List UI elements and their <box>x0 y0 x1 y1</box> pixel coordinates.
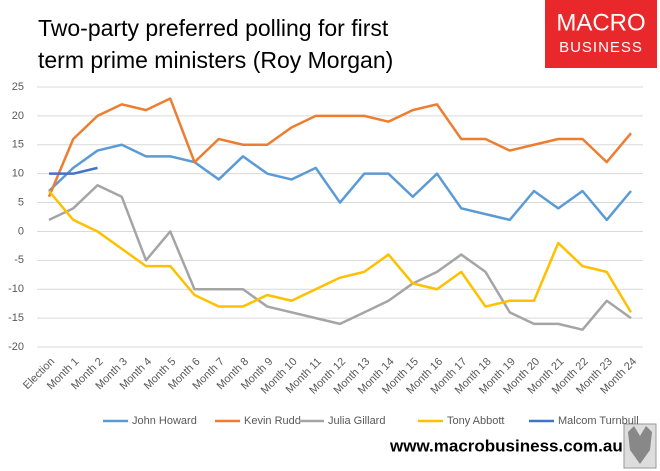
y-tick-label: 5 <box>18 196 24 208</box>
y-tick-label: 0 <box>18 225 24 237</box>
legend-label: John Howard <box>132 415 197 427</box>
series-line <box>47 97 632 198</box>
y-tick-label: 25 <box>12 81 24 93</box>
y-tick-label: 15 <box>12 139 24 151</box>
y-tick-label: 10 <box>12 168 24 180</box>
wolf-icon <box>623 423 657 469</box>
chart-title: term prime ministers (Roy Morgan) <box>38 47 393 73</box>
legend-label: Malcom Turnbull <box>558 415 639 427</box>
brand-box <box>545 0 657 68</box>
legend-label: Julia Gillard <box>328 415 385 427</box>
series-line <box>48 183 632 331</box>
brand: MACRO <box>556 9 645 36</box>
y-tick-label: -5 <box>14 254 24 266</box>
legend-label: Tony Abbott <box>447 415 505 427</box>
series-line <box>48 190 633 313</box>
y-tick-label: -15 <box>8 312 24 324</box>
y-tick-label: -20 <box>8 341 24 353</box>
series-line <box>49 166 98 175</box>
y-tick-label: -10 <box>8 283 24 295</box>
brand: BUSINESS <box>559 39 643 56</box>
y-tick-label: 20 <box>12 110 24 122</box>
legend-label: Kevin Rudd <box>244 415 301 427</box>
footer: www.macrobusiness.com.au <box>389 436 623 455</box>
series-line <box>48 143 632 222</box>
chart-title: Two-party preferred polling for first <box>38 15 389 41</box>
